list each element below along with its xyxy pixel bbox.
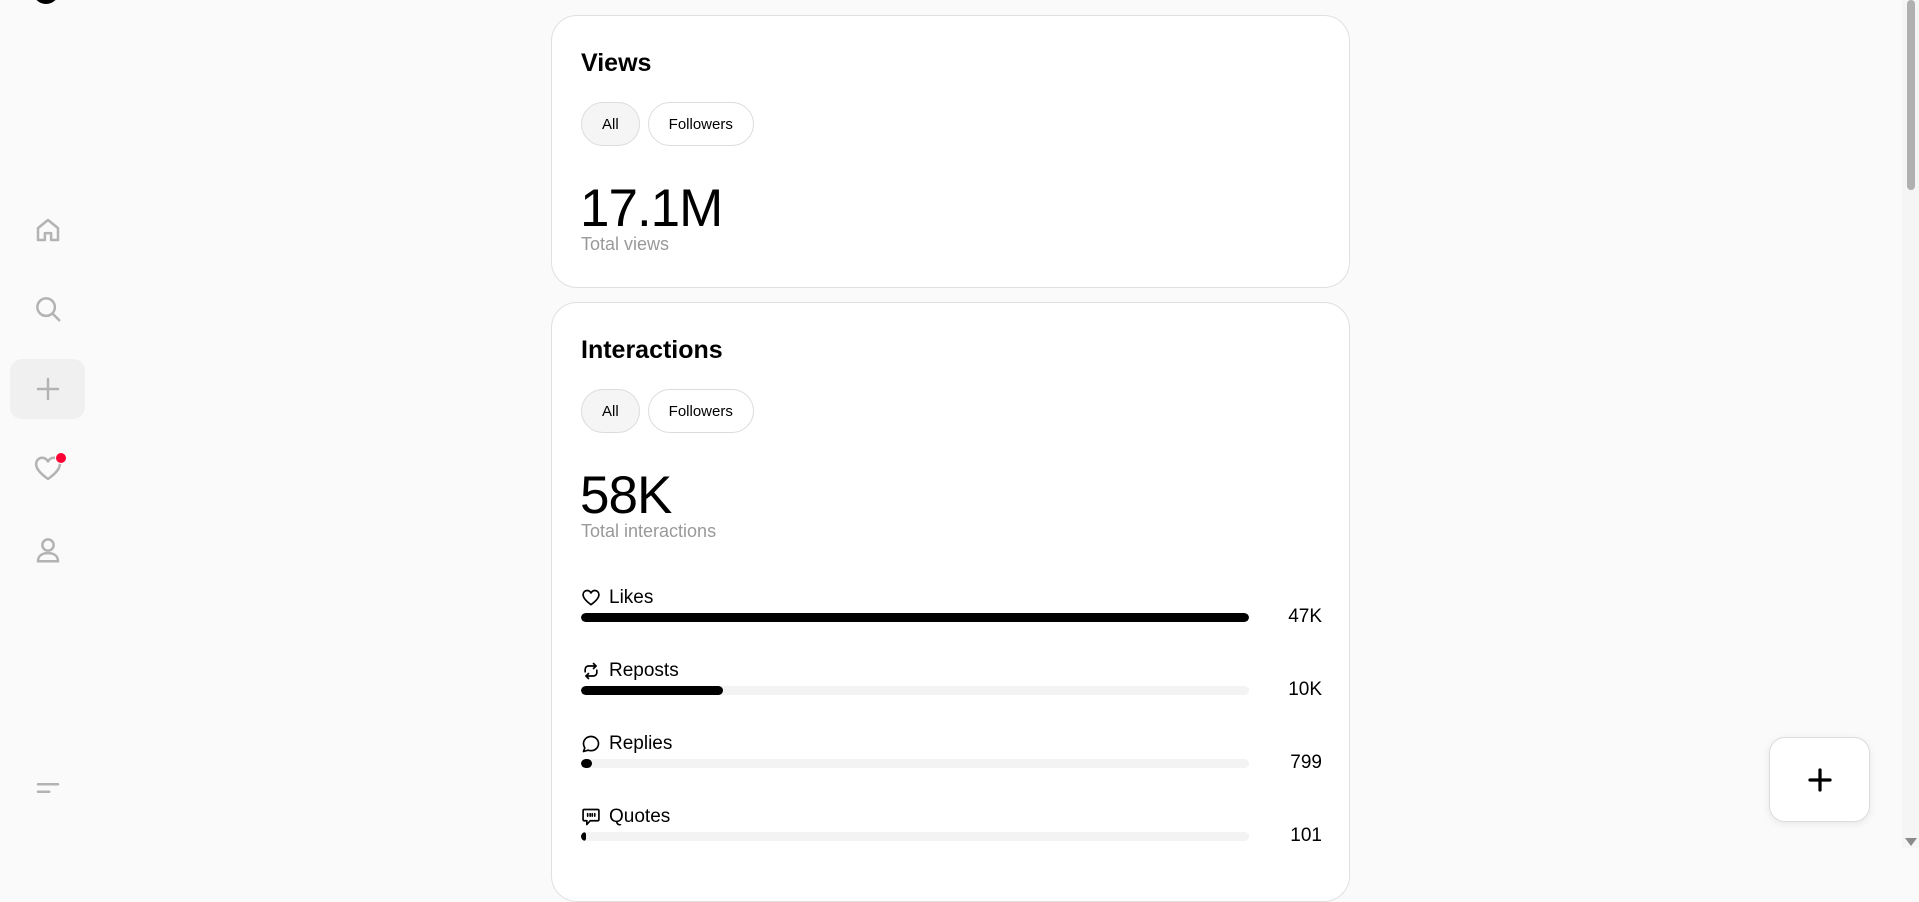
home-icon bbox=[36, 218, 59, 242]
page-scrollbar[interactable] bbox=[1902, 0, 1919, 848]
nav-home-button[interactable] bbox=[10, 200, 85, 260]
views-total: 17.1M bbox=[580, 179, 723, 238]
metric-replies-value: 799 bbox=[1290, 752, 1322, 773]
heart-icon bbox=[34, 456, 61, 481]
metric-reposts: Reposts 10K bbox=[581, 660, 1322, 716]
nav-activity-button[interactable] bbox=[10, 439, 85, 499]
nav-profile-button[interactable] bbox=[10, 520, 85, 580]
logo-icon[interactable] bbox=[33, 0, 59, 4]
interactions-title: Interactions bbox=[581, 336, 723, 364]
search-icon bbox=[35, 297, 60, 322]
repost-icon bbox=[584, 662, 598, 680]
notification-dot bbox=[55, 452, 67, 464]
plus-icon bbox=[1807, 767, 1832, 792]
metric-reposts-header: Reposts bbox=[581, 660, 679, 682]
metric-quotes-bar-fill bbox=[581, 832, 586, 841]
metric-replies-header: Replies bbox=[581, 733, 672, 755]
nav-search-button[interactable] bbox=[10, 279, 85, 339]
menu-icon bbox=[36, 783, 59, 793]
views-filter-all[interactable]: All bbox=[581, 102, 640, 146]
menu-button[interactable] bbox=[10, 758, 85, 818]
metric-quotes-header: Quotes bbox=[581, 806, 670, 828]
floating-create-button[interactable] bbox=[1769, 737, 1870, 822]
metric-replies-label: Replies bbox=[609, 733, 673, 754]
metric-quotes-bar bbox=[581, 832, 1249, 841]
interactions-filter-all[interactable]: All bbox=[581, 389, 640, 433]
metric-likes-bar-fill bbox=[581, 613, 1249, 622]
metric-replies-bar-fill bbox=[581, 759, 593, 768]
interactions-total-label: Total interactions bbox=[581, 521, 717, 541]
views-filter-followers[interactable]: Followers bbox=[647, 102, 754, 146]
metric-quotes-value: 101 bbox=[1290, 825, 1322, 846]
metric-replies-bar bbox=[581, 759, 1249, 768]
heart-icon bbox=[582, 589, 600, 606]
sidebar bbox=[0, 0, 95, 848]
scroll-down-arrow-icon[interactable] bbox=[1905, 838, 1917, 846]
metric-reposts-value: 10K bbox=[1288, 679, 1322, 700]
metric-likes-header: Likes bbox=[581, 587, 653, 609]
views-total-label: Total views bbox=[581, 234, 670, 254]
metric-replies: Replies 799 bbox=[581, 733, 1322, 789]
metric-reposts-bar-fill bbox=[581, 686, 724, 695]
metric-quotes: Quotes 101 bbox=[581, 806, 1322, 862]
interactions-total: 58K bbox=[580, 466, 672, 525]
metric-reposts-label: Reposts bbox=[609, 660, 679, 681]
scrollbar-thumb[interactable] bbox=[1907, 0, 1915, 190]
views-filter-group: All Followers bbox=[581, 102, 754, 146]
plus-icon bbox=[36, 377, 59, 401]
metric-reposts-bar bbox=[581, 686, 1249, 695]
nav-create-button[interactable] bbox=[10, 359, 85, 419]
metric-quotes-label: Quotes bbox=[609, 806, 671, 827]
metric-likes-label: Likes bbox=[609, 587, 654, 608]
views-card: Views All Followers 17.1M Total views bbox=[551, 15, 1350, 288]
metric-likes-value: 47K bbox=[1288, 606, 1322, 627]
interactions-card: Interactions All Followers 58K Total int… bbox=[551, 302, 1350, 902]
metric-likes-bar bbox=[581, 613, 1249, 622]
user-icon bbox=[36, 538, 59, 563]
metric-likes: Likes 47K bbox=[581, 587, 1322, 643]
reply-icon bbox=[582, 735, 600, 753]
quote-icon bbox=[582, 808, 600, 826]
interactions-filter-followers[interactable]: Followers bbox=[647, 389, 754, 433]
views-title: Views bbox=[581, 49, 652, 77]
interactions-filter-group: All Followers bbox=[581, 389, 754, 433]
